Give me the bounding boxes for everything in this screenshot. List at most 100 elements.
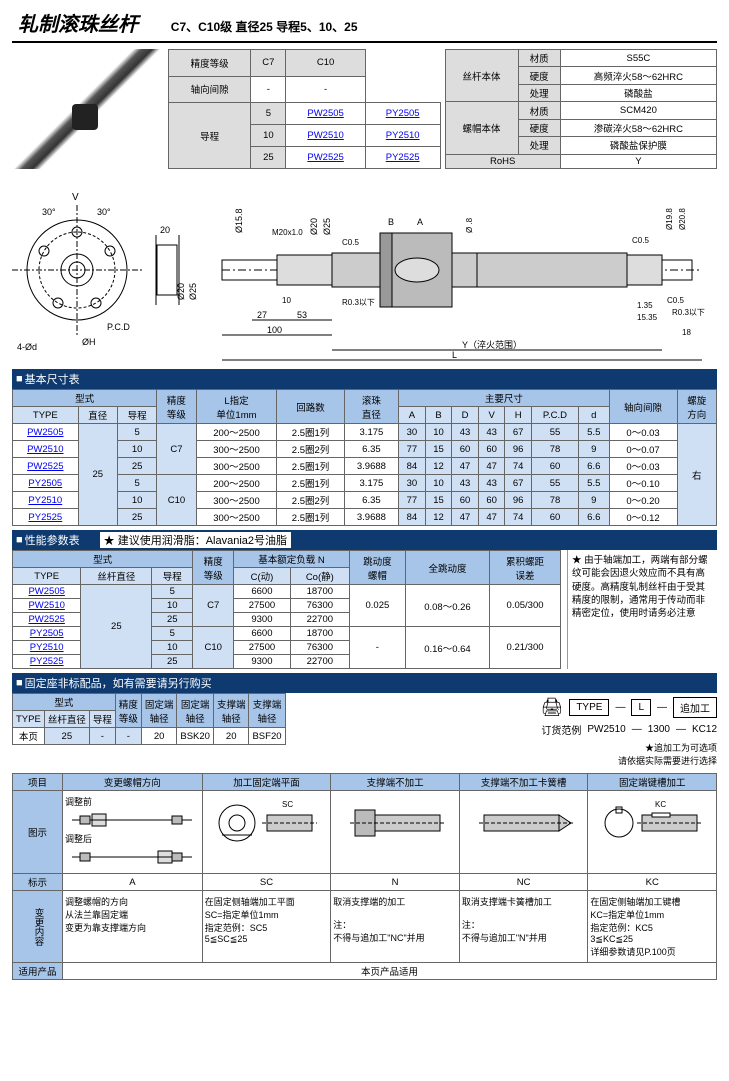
link-pw2510[interactable]: PW2510	[307, 130, 343, 141]
th: D	[452, 407, 479, 424]
svg-text:Ø20.8: Ø20.8	[678, 208, 687, 230]
link-py2505[interactable]: PY2505	[386, 108, 420, 119]
th: 固定端 轴径	[177, 694, 214, 728]
svg-text:C0.5: C0.5	[342, 238, 359, 247]
order-star: ★追加工为可选项	[296, 741, 717, 754]
th-nut: 螺帽本体	[445, 102, 518, 154]
type-link[interactable]: PW2525	[27, 461, 63, 472]
type-link[interactable]: PY2510	[30, 642, 64, 653]
spec-table-left: 精度等级 C7 C10 轴向间隙 - - 导程 5 PW2505 PY2505 …	[168, 49, 441, 169]
page-header: 轧制滚珠丝杆 C7、C10级 直径25 导程5、10、25	[12, 8, 717, 43]
type-link[interactable]: PW2510	[27, 444, 63, 455]
link-py2525[interactable]: PY2525	[386, 152, 420, 163]
cell: 硬度	[518, 67, 560, 84]
page-title: 轧制滚珠丝杆	[18, 8, 138, 37]
type-link[interactable]: PW2525	[28, 614, 64, 625]
svg-text:M20x1.0: M20x1.0	[272, 228, 303, 237]
th: 跳动度 螺帽	[349, 551, 405, 585]
svg-text:SC: SC	[282, 800, 293, 809]
th: P.C.D	[531, 407, 578, 424]
type-link[interactable]: PY2525	[30, 656, 64, 667]
type-link[interactable]: PW2510	[28, 600, 64, 611]
page-subtitle: C7、C10级 直径25 导程5、10、25	[171, 18, 358, 35]
perf-note: ★ 由于轴端加工，两端有部分螺纹可能会因退火效应而不具有高硬度。高精度轧制丝杆由…	[567, 550, 717, 669]
th: 螺旋 方向	[677, 390, 716, 424]
cell: SC	[202, 874, 331, 891]
proc-img-nc	[459, 791, 588, 874]
type-link[interactable]: PY2525	[28, 512, 62, 523]
order-ex: PW2510	[587, 724, 625, 735]
th: TYPE	[13, 568, 81, 585]
svg-text:4-Ød: 4-Ød	[17, 342, 37, 352]
label: 调整后	[65, 832, 200, 845]
th: 全跳动度	[405, 551, 489, 585]
th-lead: 导程	[169, 103, 251, 169]
mount-table: 型式 精度 等级 固定端 轴径 固定端 轴径 支撑端 轴径 支撑端 轴径 TYP…	[12, 693, 286, 745]
th: Co(静)	[290, 568, 349, 585]
cell: 5	[251, 103, 286, 125]
cell: 取消支撑端的加工 注： 不得与追加工"NC"并用	[331, 891, 460, 963]
type-link[interactable]: PY2505	[30, 628, 64, 639]
cell: 10	[251, 125, 286, 147]
cell: S55C	[560, 50, 716, 67]
th: TYPE	[13, 407, 79, 424]
cell: 磷酸盐	[560, 84, 716, 101]
th: 累积螺距 误差	[490, 551, 561, 585]
proc-img-kc: KC	[588, 791, 717, 874]
th: 变更螺帽方向	[63, 774, 203, 791]
link-pw2525[interactable]: PW2525	[307, 152, 343, 163]
section-mount: 固定座非标配品，如有需要请另行购买	[12, 673, 717, 693]
cell: A	[63, 874, 203, 891]
svg-text:KC: KC	[655, 800, 666, 809]
order-box: L	[631, 699, 651, 716]
th: 项目	[13, 774, 63, 791]
svg-text:C0.5: C0.5	[667, 296, 684, 305]
cell: 本页产品适用	[63, 963, 717, 980]
th: 滚珠 直径	[344, 390, 399, 424]
cell: 材质	[518, 102, 560, 119]
section-basic-dim: 基本尺寸表	[12, 369, 717, 389]
cell: 25	[44, 728, 89, 745]
cell: 磷酸盐保护膜	[560, 137, 716, 154]
th: 导程	[117, 407, 156, 424]
cell: BSF20	[249, 728, 285, 745]
th: 适用产品	[13, 963, 63, 980]
type-link[interactable]: PY2505	[28, 478, 62, 489]
cell: BSK20	[177, 728, 214, 745]
section-title: 性能参数表	[25, 532, 80, 548]
cell: -	[115, 728, 141, 745]
type-link[interactable]: PW2505	[28, 586, 64, 597]
cell: N	[331, 874, 460, 891]
link-pw2505[interactable]: PW2505	[307, 108, 343, 119]
cell: 本页	[13, 728, 45, 745]
cell: 在固定侧轴端加工键槽 KC=指定单位1mm 指定范例：KC5 3≦KC≦25 详…	[588, 891, 717, 963]
order-box: TYPE	[569, 699, 609, 716]
th: 丝杆直径	[44, 711, 89, 728]
label: 调整前	[65, 795, 200, 808]
th-body: 丝杆本体	[445, 50, 518, 102]
cell: NC	[459, 874, 588, 891]
engineering-drawing: V 30°30° P.C.D ØH 4-Ød 20 Ø20 Ø25	[12, 175, 717, 365]
svg-text:Ø .8: Ø .8	[465, 217, 474, 233]
svg-text:Ø20: Ø20	[309, 218, 319, 235]
svg-text:L: L	[452, 350, 457, 360]
link-py2510[interactable]: PY2510	[386, 130, 420, 141]
svg-text:A: A	[417, 217, 423, 227]
cell: 材质	[518, 50, 560, 67]
order-box: 追加工	[673, 697, 717, 718]
type-link[interactable]: PW2505	[27, 427, 63, 438]
proc-img-a: 调整前 调整后	[63, 791, 203, 874]
section-perf: 性能参数表 ★ 建议使用润滑脂：Alavania2号油脂	[12, 530, 717, 550]
cell: 处理	[518, 137, 560, 154]
type-link[interactable]: PY2510	[28, 495, 62, 506]
th: 图示	[13, 791, 63, 874]
th: d	[579, 407, 610, 424]
cell: 取消支撑端卡簧槽加工 注： 不得与追加工"N"并用	[459, 891, 588, 963]
processing-table: 项目 变更螺帽方向 加工固定端平面 支撑端不加工 支撑端不加工卡簧槽 固定端键槽…	[12, 773, 717, 980]
th: H	[505, 407, 532, 424]
th: V	[478, 407, 505, 424]
th: 变更内容	[13, 891, 63, 963]
th: 型式	[13, 694, 116, 711]
svg-text:Ø15.8: Ø15.8	[234, 208, 244, 233]
proc-img-sc: SC	[202, 791, 331, 874]
